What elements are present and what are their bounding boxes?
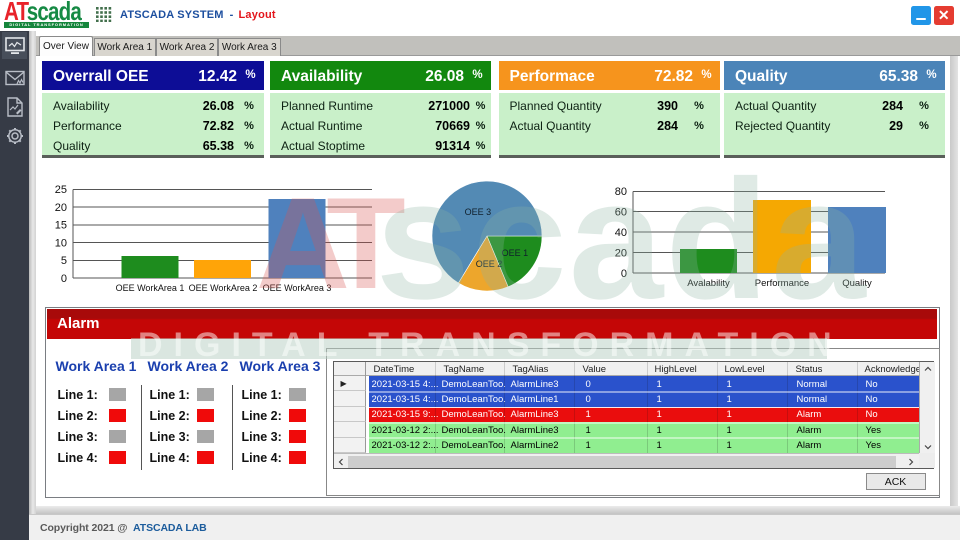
svg-text:25: 25: [55, 184, 67, 196]
svg-text:20: 20: [615, 248, 627, 260]
svg-text:Performance: Performance: [755, 278, 809, 289]
svg-text:OEE 1: OEE 1: [502, 248, 529, 258]
svg-text:OEE WorkArea 1: OEE WorkArea 1: [116, 283, 185, 293]
svg-text:OEE WorkArea 2: OEE WorkArea 2: [189, 283, 258, 293]
svg-text:OEE WorkArea 3: OEE WorkArea 3: [263, 283, 332, 293]
svg-text:20: 20: [55, 202, 67, 214]
svg-text:80: 80: [615, 186, 627, 198]
svg-text:0: 0: [61, 273, 67, 285]
svg-text:10: 10: [55, 238, 67, 250]
svg-text:OEE 3: OEE 3: [465, 207, 492, 217]
svg-text:60: 60: [615, 207, 627, 219]
svg-text:0: 0: [621, 268, 627, 280]
svg-text:Avalability: Avalability: [687, 278, 730, 289]
svg-text:40: 40: [615, 227, 627, 239]
svg-text:5: 5: [61, 255, 67, 267]
svg-text:Quality: Quality: [842, 278, 872, 289]
svg-text:OEE 2: OEE 2: [476, 259, 503, 269]
svg-text:15: 15: [55, 220, 67, 232]
